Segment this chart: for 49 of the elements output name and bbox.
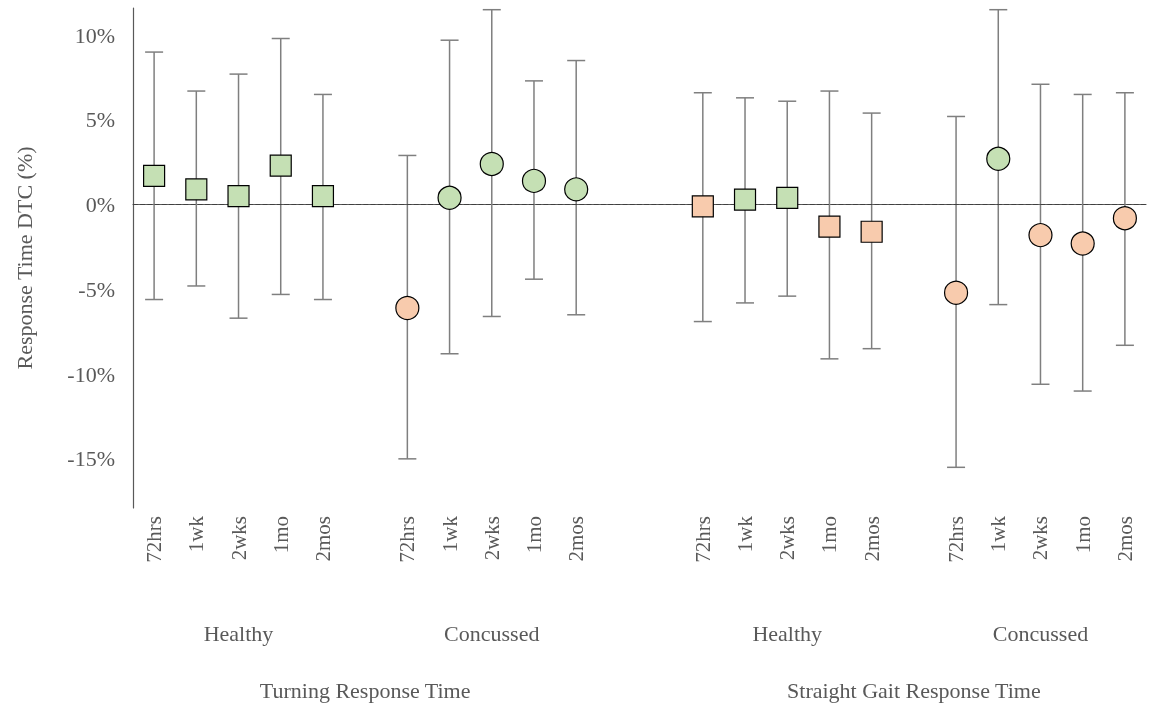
y-tick-label: -5% [78,276,115,302]
y-tick-label: -10% [67,361,115,387]
point [818,215,841,238]
x-tick-label: 72hrs [142,516,167,563]
point [227,185,250,208]
x-tick-label: 72hrs [690,516,715,563]
point [564,177,589,202]
point [437,185,462,210]
x-tick-label: 1mo [268,516,293,554]
x-tick-label: 2mos [564,516,589,562]
point [311,185,335,208]
x-tick-label: 1wk [437,515,462,553]
point [143,164,166,187]
text: Healthy [203,620,274,646]
text: Healthy [752,620,823,646]
point [521,168,547,193]
y-tick-label: 5% [85,107,115,133]
x-tick-label: 2wks [1028,516,1053,561]
x-tick-label: 72hrs [395,516,420,563]
point [269,154,292,177]
x-tick-label: 72hrs [944,516,969,563]
y-tick-label: 0% [85,192,115,218]
point [943,280,969,305]
x-tick-label: 1wk [184,515,209,553]
text: Concussed [444,620,540,646]
x-tick-label: 2mos [1112,516,1137,562]
point [1028,223,1053,248]
text: Turning Response Time [259,677,471,703]
x-tick-label: 2mos [859,516,884,562]
y-tick-label: 10% [74,22,115,48]
x-tick-label: 1mo [817,516,842,554]
text: Concussed [992,620,1089,646]
x-tick-label: 2wks [479,516,504,561]
point [479,151,504,177]
point [860,220,883,243]
x-tick-label: 1wk [986,515,1011,553]
point [185,178,208,201]
x-tick-label: 1mo [1070,516,1095,554]
x-tick-label: 1mo [521,516,546,554]
point [1112,206,1137,231]
point [691,195,714,218]
y-axis-title: Response Time DTC (%) [11,146,37,370]
x-tick-label: 2mos [310,516,335,562]
x-tick-label: 2wks [226,516,251,561]
x-tick-label: 1wk [733,515,758,553]
text: Straight Gait Response Time [787,677,1041,703]
point [1070,231,1095,256]
x-tick-label: 2wks [775,516,800,561]
y-tick-label: -15% [67,446,115,472]
